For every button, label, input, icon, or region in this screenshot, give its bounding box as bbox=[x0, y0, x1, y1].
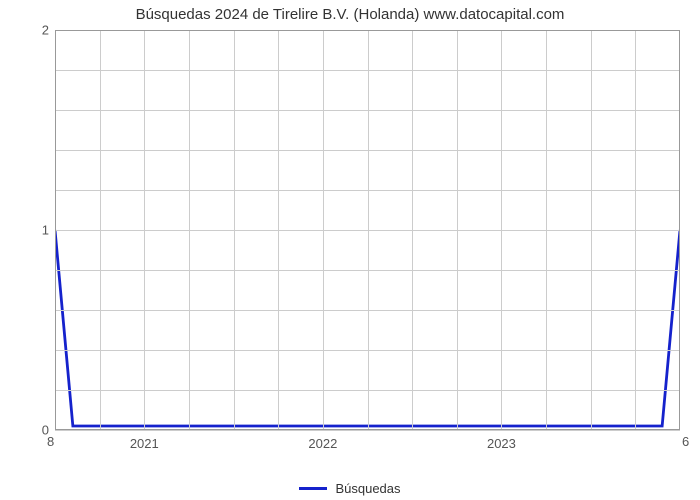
grid-v-minor bbox=[189, 30, 190, 430]
y-tick-label: 2 bbox=[19, 23, 49, 38]
grid-v-minor bbox=[412, 30, 413, 430]
legend-label: Búsquedas bbox=[335, 481, 400, 496]
corner-left-label: 8 bbox=[47, 434, 54, 449]
grid-v-minor bbox=[100, 30, 101, 430]
plot-border bbox=[55, 429, 680, 430]
plot-border bbox=[679, 30, 680, 430]
grid-v bbox=[323, 30, 324, 430]
legend-swatch bbox=[299, 487, 327, 490]
grid-v-minor bbox=[635, 30, 636, 430]
x-tick-label: 2022 bbox=[308, 436, 337, 451]
y-tick-label: 0 bbox=[19, 423, 49, 438]
grid-h bbox=[55, 430, 680, 431]
x-tick-label: 2023 bbox=[487, 436, 516, 451]
grid-v-minor bbox=[546, 30, 547, 430]
grid-v-minor bbox=[278, 30, 279, 430]
plot-border bbox=[55, 30, 56, 430]
chart-container: Búsquedas 2024 de Tirelire B.V. (Holanda… bbox=[0, 0, 700, 500]
legend: Búsquedas bbox=[0, 481, 700, 496]
y-tick-label: 1 bbox=[19, 223, 49, 238]
grid-v-minor bbox=[368, 30, 369, 430]
plot-area bbox=[55, 30, 680, 430]
chart-title: Búsquedas 2024 de Tirelire B.V. (Holanda… bbox=[0, 6, 700, 23]
grid-v-minor bbox=[234, 30, 235, 430]
grid-v bbox=[144, 30, 145, 430]
corner-right-label: 6 bbox=[682, 434, 689, 449]
grid-v bbox=[501, 30, 502, 430]
x-tick-label: 2021 bbox=[130, 436, 159, 451]
plot-border bbox=[55, 30, 680, 31]
grid-v-minor bbox=[457, 30, 458, 430]
grid-v-minor bbox=[591, 30, 592, 430]
